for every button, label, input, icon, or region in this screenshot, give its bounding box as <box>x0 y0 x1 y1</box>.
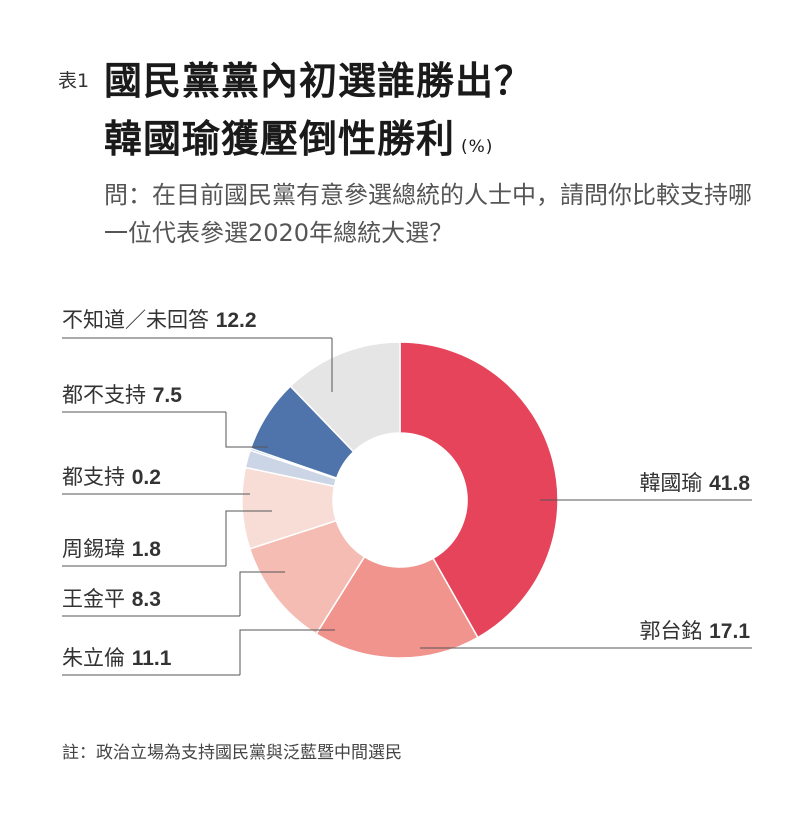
slice-label-value-3: 8.3 <box>132 588 161 611</box>
slice-label-1: 郭台銘 17.1 <box>639 619 750 643</box>
slice-label-5: 都支持 0.2 <box>62 465 161 489</box>
slice-label-name-0: 韓國瑜 <box>639 471 709 495</box>
footnote: 註：政治立場為支持國民黨與泛藍暨中間選民 <box>62 743 402 763</box>
chart-title-line2-text: 韓國瑜獲壓倒性勝利 <box>104 117 456 161</box>
leader-line-2 <box>239 629 335 675</box>
chart-title-line1: 國民黨黨內初選誰勝出？ <box>104 59 534 103</box>
survey-question: 問：在目前國民黨有意參選總統的人士中，請問你比較支持哪一位代表參選2020年總統… <box>104 181 752 247</box>
chart-title-line2: 韓國瑜獲壓倒性勝利 (%) <box>104 108 493 163</box>
slice-label-name-4: 周錫瑋 <box>62 537 132 561</box>
slice-label-3: 王金平 8.3 <box>62 587 161 611</box>
slice-label-4: 周錫瑋 1.8 <box>62 537 161 561</box>
table-number: 表1 <box>58 70 90 92</box>
slice-label-name-6: 都不支持 <box>62 383 153 407</box>
leader-line-6 <box>225 412 268 448</box>
slice-label-name-2: 朱立倫 <box>62 646 132 670</box>
slice-label-6: 都不支持 7.5 <box>62 383 182 407</box>
slice-labels: 韓國瑜 41.8 郭台銘 17.1 朱立倫 11.1 王金平 8.3 周錫瑋 1.8 都支… <box>62 308 750 670</box>
slice-label-name-3: 王金平 <box>62 587 132 611</box>
donut-slices <box>241 341 559 659</box>
slice-label-name-1: 郭台銘 <box>639 619 709 643</box>
label-leaders <box>62 337 752 676</box>
slice-label-2: 朱立倫 11.1 <box>62 646 172 670</box>
slice-label-7: 不知道／未回答 12.2 <box>62 308 257 332</box>
slice-label-0: 韓國瑜 41.8 <box>639 471 750 495</box>
slice-label-value-4: 1.8 <box>132 538 162 561</box>
slice-label-value-2: 11.1 <box>132 647 172 670</box>
unit-label: (%) <box>461 137 494 157</box>
slice-label-value-1: 17.1 <box>709 620 750 643</box>
slice-label-value-0: 41.8 <box>709 472 750 495</box>
slice-label-value-6: 7.5 <box>153 384 183 407</box>
leader-line-3 <box>239 571 285 616</box>
slice-label-name-7: 不知道／未回答 <box>62 308 216 332</box>
donut-slice-7 <box>289 341 401 453</box>
slice-label-value-5: 0.2 <box>132 466 161 489</box>
slice-label-value-7: 12.2 <box>216 309 257 332</box>
slice-label-name-5: 都支持 <box>62 465 132 489</box>
leader-line-4 <box>225 510 272 566</box>
donut-slice-1 <box>315 555 479 659</box>
donut-slice-0 <box>399 341 559 639</box>
